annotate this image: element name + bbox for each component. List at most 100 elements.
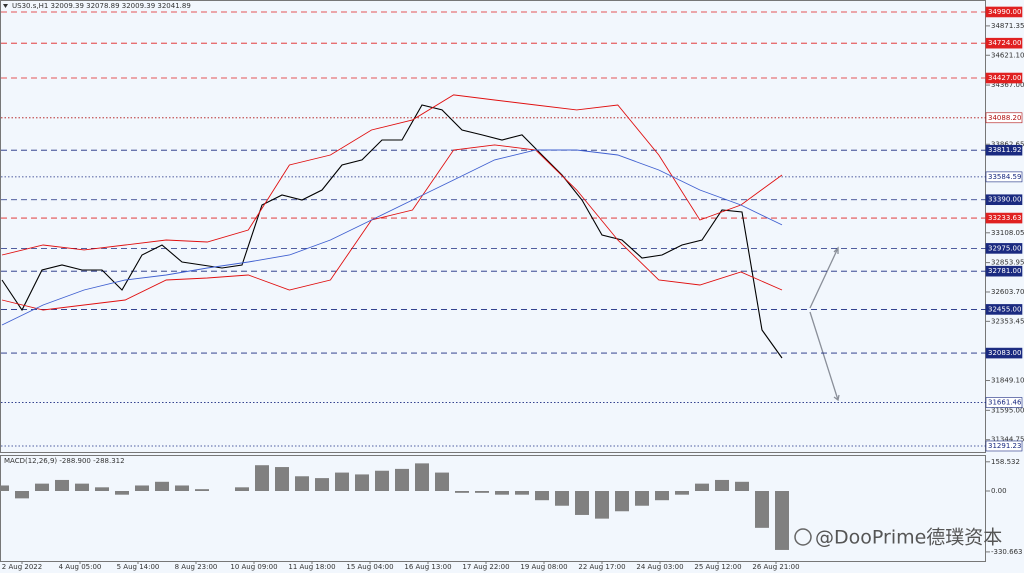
x-tick-label: 2 Aug 2022	[2, 563, 42, 571]
macd-bar	[335, 472, 349, 491]
macd-bar	[675, 491, 689, 495]
level-label-bg	[985, 37, 1023, 49]
level-label-bg	[985, 265, 1023, 277]
macd-bar	[455, 491, 469, 493]
macd-bar	[55, 479, 69, 491]
level-label: 32083.00	[988, 349, 1021, 357]
x-tick-label: 5 Aug 14:00	[117, 563, 160, 571]
macd-bar	[375, 470, 389, 491]
y-tick-label: 34871.35	[991, 22, 1024, 30]
macd-bar	[95, 487, 109, 491]
forecast-arrows	[809, 246, 840, 402]
level-label: 34724.00	[988, 39, 1021, 47]
level-label: 33584.59	[988, 173, 1021, 181]
level-label: 31291.23	[988, 442, 1021, 450]
macd-bar	[75, 483, 89, 491]
level-label-bg	[985, 397, 1023, 408]
level-label: 32455.00	[988, 305, 1021, 313]
y-tick-label: 0.00	[991, 487, 1007, 495]
series-line	[1, 104, 783, 359]
macd-bar	[755, 491, 769, 528]
macd-bar	[635, 491, 649, 506]
macd-bar	[695, 483, 709, 491]
macd-bar	[535, 491, 549, 501]
macd-bar	[275, 467, 289, 491]
series-line	[1, 144, 783, 311]
level-label-bg	[985, 194, 1023, 206]
level-label-bg	[985, 304, 1023, 315]
x-tick-label: 19 Aug 08:00	[520, 563, 567, 571]
macd-bar	[595, 491, 609, 519]
level-label: 34427.00	[988, 74, 1021, 82]
y-tick-label: 32353.45	[991, 317, 1024, 325]
y-tick-label: 34367.00	[991, 81, 1024, 89]
macd-panel	[0, 455, 986, 562]
y-tick-label: 32853.95	[991, 259, 1024, 267]
x-tick-label: 8 Aug 23:00	[175, 563, 218, 571]
y-tick-label: 32603.70	[991, 288, 1024, 296]
macd-bar	[15, 491, 29, 499]
y-tick-label: 33108.05	[991, 229, 1024, 237]
macd-bar	[35, 483, 49, 491]
x-tick-label: 26 Aug 21:00	[752, 563, 799, 571]
level-label-bg	[985, 144, 1023, 156]
x-tick-label: 22 Aug 17:00	[578, 563, 625, 571]
macd-bar	[415, 463, 429, 491]
macd-bar	[115, 491, 129, 495]
level-label-bg	[985, 440, 1023, 452]
level-label: 33233.63	[988, 214, 1021, 222]
series-line	[1, 94, 783, 256]
x-tick-label: 4 Aug 05:00	[59, 563, 102, 571]
level-label-bg	[985, 72, 1023, 84]
level-label: 31661.46	[988, 399, 1022, 407]
x-tick-label: 15 Aug 04:00	[346, 563, 393, 571]
macd-bar	[515, 491, 529, 495]
macd-bar	[435, 472, 449, 491]
level-label: 33390.00	[988, 196, 1021, 204]
x-tick-label: 10 Aug 09:00	[230, 563, 277, 571]
macd-bar	[395, 468, 409, 491]
main-panel	[0, 0, 986, 453]
macd-bar	[295, 476, 309, 491]
level-label-bg	[985, 112, 1023, 124]
y-tick-label: 33862.65	[991, 140, 1024, 148]
macd-bar	[135, 485, 149, 491]
macd-bar	[315, 478, 329, 491]
y-tick-label: 31344.75	[991, 436, 1024, 444]
x-tick-label: 16 Aug 13:00	[404, 563, 451, 571]
level-label-bg	[985, 243, 1023, 254]
macd-bar	[475, 491, 489, 493]
level-label-bg	[985, 6, 1023, 18]
watermark: @DooPrime德璞资本	[794, 527, 1002, 549]
level-label-bg	[985, 212, 1023, 224]
y-tick-label: 158.532	[991, 458, 1020, 466]
level-label: 32781.00	[988, 267, 1021, 275]
macd-bar	[235, 487, 249, 491]
y-tick-label: 34621.10	[991, 51, 1024, 59]
series-line	[1, 149, 783, 326]
macd-bar	[195, 489, 209, 491]
y-tick-label: 31849.10	[991, 377, 1024, 385]
level-label-bg	[985, 171, 1023, 183]
x-tick-label: 17 Aug 22:00	[462, 563, 509, 571]
macd-bar	[155, 481, 169, 491]
level-label: 34088.20	[988, 114, 1021, 122]
macd-bar	[775, 491, 789, 550]
watermark-text: @DooPrime德璞资本	[815, 527, 1002, 549]
menu-arrow	[3, 4, 8, 8]
macd-bar	[175, 485, 189, 491]
macd-bar	[0, 485, 9, 491]
macd-bar	[655, 491, 669, 501]
level-label: 33811.92	[988, 146, 1021, 154]
chart-title: US30.s,H1 32009.39 32078.89 32009.39 320…	[12, 2, 191, 10]
y-tick-label: -330.663	[991, 548, 1022, 556]
level-label: 32975.00	[988, 244, 1021, 252]
macd-bar	[255, 465, 269, 491]
x-tick-label: 24 Aug 03:00	[636, 563, 683, 571]
macd-bar	[575, 491, 589, 515]
macd-bar	[735, 481, 749, 491]
level-label: 34990.00	[988, 8, 1021, 16]
macd-bar	[715, 479, 729, 491]
